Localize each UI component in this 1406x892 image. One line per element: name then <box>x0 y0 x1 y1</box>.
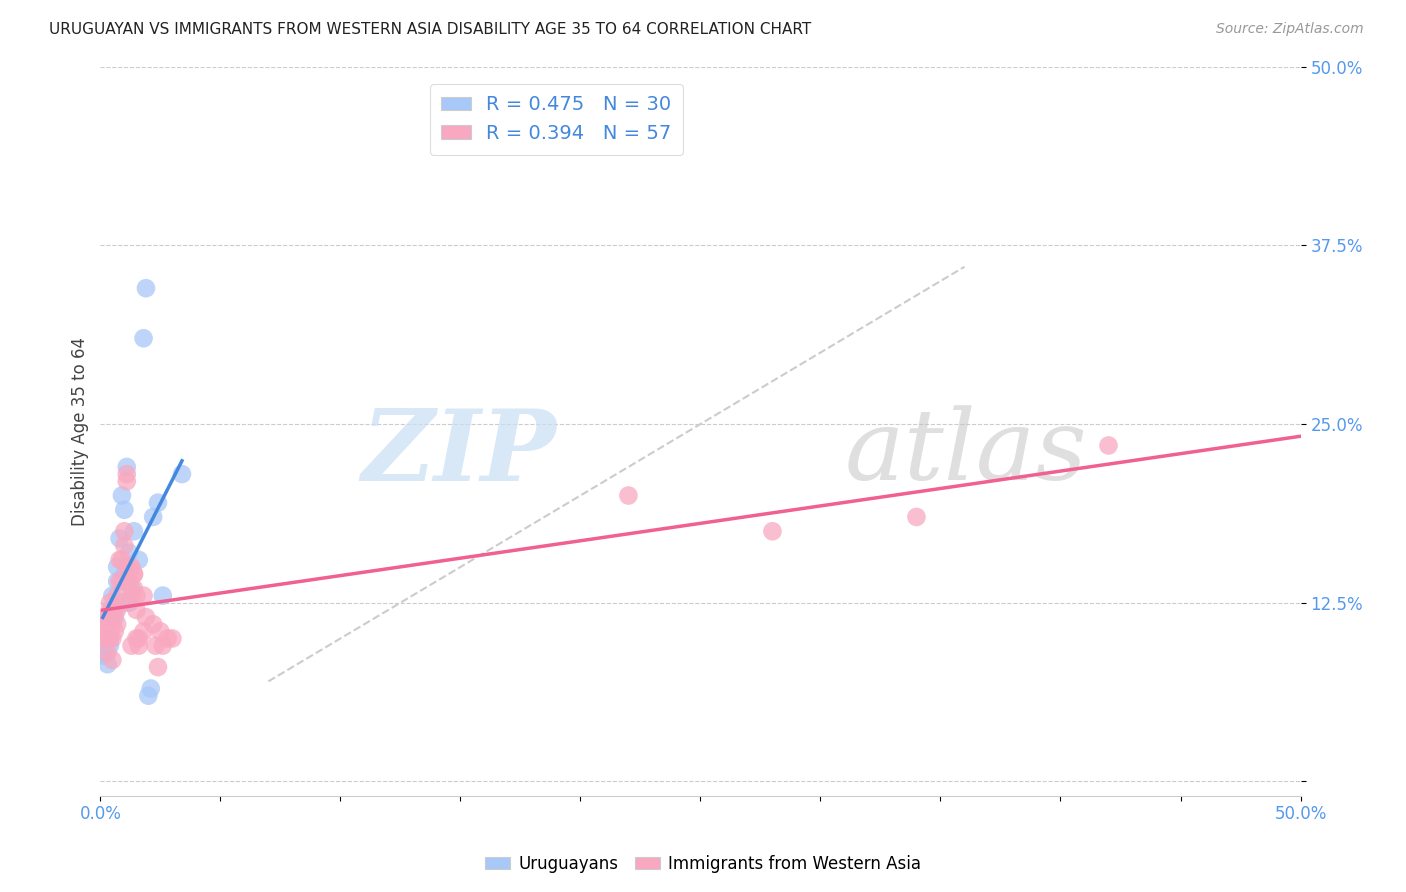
Point <box>1097 438 1119 452</box>
Point <box>146 496 169 510</box>
Point <box>98 603 121 617</box>
Point <box>105 589 128 603</box>
Point <box>132 331 155 345</box>
Point <box>128 553 150 567</box>
Point <box>121 589 143 603</box>
Point <box>121 639 143 653</box>
Point <box>96 624 118 639</box>
Point <box>108 532 131 546</box>
Point <box>170 467 193 481</box>
Point <box>96 646 118 660</box>
Point <box>128 632 150 646</box>
Point <box>105 617 128 632</box>
Point <box>94 632 117 646</box>
Point <box>142 510 165 524</box>
Point <box>152 639 174 653</box>
Point <box>138 689 160 703</box>
Point <box>146 660 169 674</box>
Point <box>104 603 127 617</box>
Point <box>149 624 172 639</box>
Point <box>94 620 117 634</box>
Point <box>121 582 143 596</box>
Point <box>104 610 127 624</box>
Point <box>91 624 114 639</box>
Point <box>125 632 148 646</box>
Point <box>96 657 118 672</box>
Point <box>104 603 127 617</box>
Point <box>105 603 128 617</box>
Point <box>111 596 134 610</box>
Text: URUGUAYAN VS IMMIGRANTS FROM WESTERN ASIA DISABILITY AGE 35 TO 64 CORRELATION CH: URUGUAYAN VS IMMIGRANTS FROM WESTERN ASI… <box>49 22 811 37</box>
Point <box>94 646 117 660</box>
Text: Source: ZipAtlas.com: Source: ZipAtlas.com <box>1216 22 1364 37</box>
Point <box>132 624 155 639</box>
Point <box>101 632 124 646</box>
Point <box>115 474 138 488</box>
Legend: R = 0.475   N = 30, R = 0.394   N = 57: R = 0.475 N = 30, R = 0.394 N = 57 <box>430 84 683 154</box>
Point <box>98 639 121 653</box>
Point <box>118 596 141 610</box>
Point <box>135 281 157 295</box>
Point <box>115 459 138 474</box>
Point <box>118 546 141 560</box>
Point <box>98 596 121 610</box>
Point <box>132 589 155 603</box>
Point <box>122 524 145 539</box>
Point <box>101 610 124 624</box>
Point <box>96 632 118 646</box>
Point <box>115 560 138 574</box>
Point <box>125 589 148 603</box>
Point <box>112 539 135 553</box>
Point <box>91 615 114 629</box>
Point <box>111 596 134 610</box>
Point <box>122 567 145 582</box>
Point <box>101 617 124 632</box>
Point <box>111 553 134 567</box>
Point <box>761 524 783 539</box>
Legend: Uruguayans, Immigrants from Western Asia: Uruguayans, Immigrants from Western Asia <box>478 848 928 880</box>
Point <box>135 610 157 624</box>
Point <box>121 560 143 574</box>
Point <box>111 574 134 589</box>
Point <box>98 632 121 646</box>
Point <box>105 560 128 574</box>
Point <box>617 489 640 503</box>
Point <box>142 617 165 632</box>
Point <box>108 553 131 567</box>
Point <box>118 560 141 574</box>
Point <box>104 624 127 639</box>
Point <box>139 681 162 696</box>
Point <box>105 574 128 589</box>
Point <box>905 510 928 524</box>
Point <box>152 589 174 603</box>
Point <box>101 589 124 603</box>
Point <box>128 639 150 653</box>
Point <box>118 574 141 589</box>
Point <box>94 610 117 624</box>
Point <box>101 610 124 624</box>
Point <box>122 582 145 596</box>
Point <box>122 567 145 582</box>
Point <box>91 648 114 663</box>
Point <box>115 467 138 481</box>
Text: atlas: atlas <box>845 405 1087 500</box>
Point <box>112 567 135 582</box>
Point <box>101 653 124 667</box>
Point <box>111 489 134 503</box>
Text: ZIP: ZIP <box>361 405 557 501</box>
Point <box>156 632 179 646</box>
Point <box>112 503 135 517</box>
Point <box>145 639 167 653</box>
Y-axis label: Disability Age 35 to 64: Disability Age 35 to 64 <box>72 336 89 525</box>
Point <box>162 632 184 646</box>
Point <box>108 574 131 589</box>
Point <box>125 603 148 617</box>
Point <box>98 632 121 646</box>
Point <box>112 524 135 539</box>
